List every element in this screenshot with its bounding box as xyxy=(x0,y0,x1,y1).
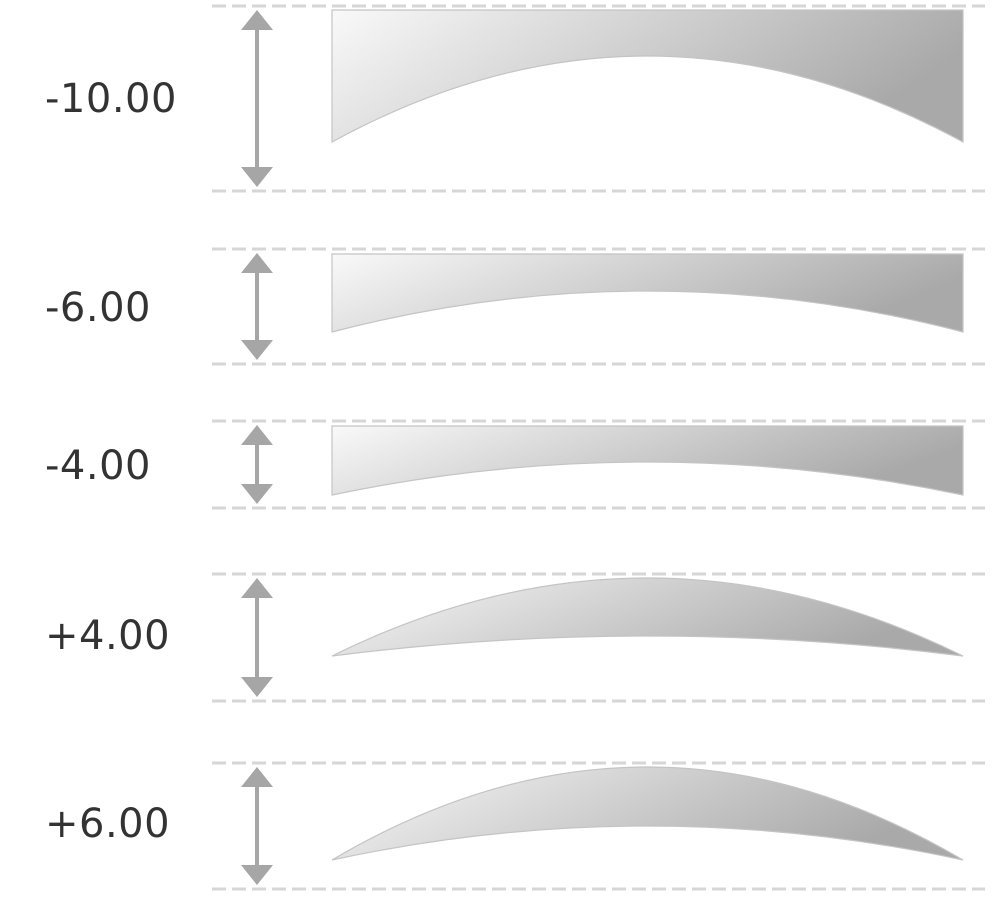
double-arrow-icon xyxy=(241,253,273,360)
lens-row-3 xyxy=(212,419,985,510)
lens-power-label: -10.00 xyxy=(45,76,177,122)
lens-row-5 xyxy=(212,761,985,891)
double-arrow-icon xyxy=(241,767,273,885)
lens-power-label: +4.00 xyxy=(45,613,171,659)
lens-power-label: +6.00 xyxy=(45,801,171,847)
lens-row-1 xyxy=(212,4,985,193)
convex-lens-profile xyxy=(331,766,964,861)
lens-row-2 xyxy=(212,247,985,366)
concave-lens-profile xyxy=(331,253,964,333)
lens-power-label: -4.00 xyxy=(45,443,151,489)
double-arrow-icon xyxy=(241,10,273,187)
double-arrow-icon xyxy=(241,425,273,504)
concave-lens-profile xyxy=(331,9,964,144)
double-arrow-icon xyxy=(241,578,273,697)
lens-power-label: -6.00 xyxy=(45,285,151,331)
convex-lens-profile xyxy=(331,577,964,657)
lens-row-4 xyxy=(212,572,985,703)
concave-lens-profile xyxy=(331,425,964,496)
